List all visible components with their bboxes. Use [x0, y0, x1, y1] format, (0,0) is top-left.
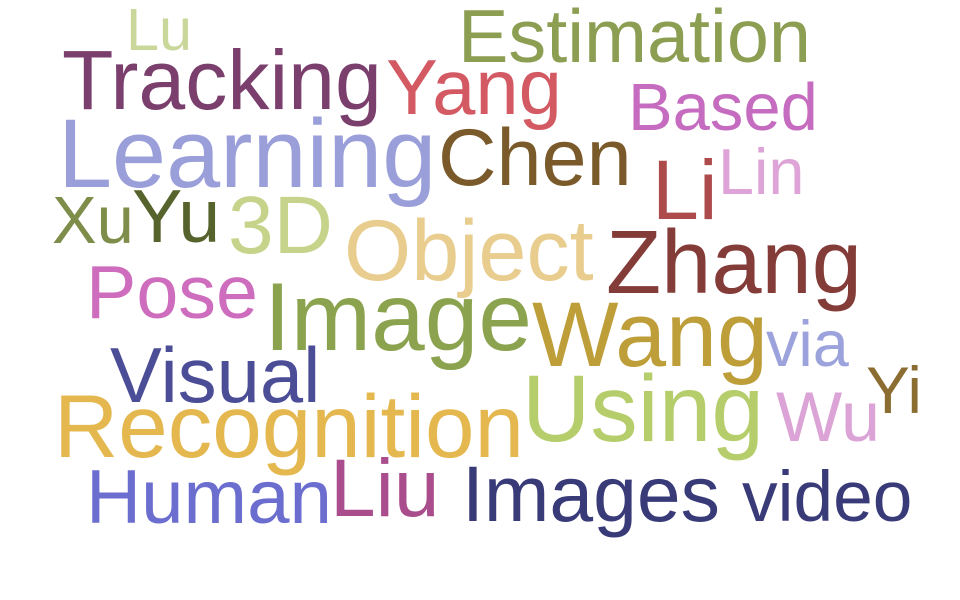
word-images: Images — [462, 450, 720, 538]
word-liu: Liu — [330, 443, 440, 534]
word-based: Based — [628, 70, 818, 145]
word-wu: Wu — [776, 377, 880, 456]
word-tracking: Tracking — [62, 33, 382, 127]
word-3d: 3D — [228, 180, 333, 271]
word-image: Image — [264, 264, 532, 371]
word-lu: Lu — [126, 0, 193, 63]
word-estimation: Estimation — [458, 0, 811, 79]
word-via: via — [766, 307, 849, 380]
word-chen: Chen — [438, 113, 632, 203]
word-yi: Yi — [866, 354, 922, 427]
word-using: Using — [522, 356, 765, 462]
word-xu: Xu — [52, 183, 134, 258]
word-recognition: Recognition — [54, 376, 524, 476]
word-pose: Pose — [86, 250, 258, 334]
word-lin: Lin — [718, 135, 805, 208]
word-object: Object — [344, 203, 594, 299]
word-video: video — [742, 457, 913, 537]
word-visual: Visual — [110, 333, 321, 419]
word-wang: Wang — [532, 284, 768, 386]
word-yang: Yang — [386, 45, 562, 131]
word-li: Li — [652, 143, 718, 237]
word-learning: Learning — [58, 99, 437, 208]
word-human: Human — [86, 455, 332, 540]
word-yu: Yu — [132, 175, 221, 259]
word-zhang: Zhang — [606, 212, 862, 313]
